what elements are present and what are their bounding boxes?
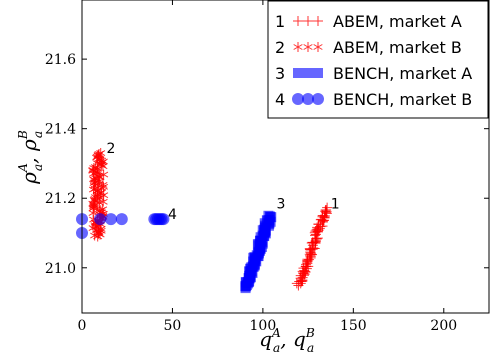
x-axis-label: qA a, qB a bbox=[259, 325, 315, 354]
series-1-point bbox=[314, 223, 325, 234]
legend: 1 ABEM, market A 2 ABEM, market B 3 BENCH, ma… bbox=[267, 0, 489, 119]
y-tick-label: 21.6 bbox=[45, 52, 76, 68]
series-1 bbox=[291, 202, 333, 291]
legend-entry-label: ABEM, market A bbox=[333, 12, 462, 31]
legend-entry-number: 2 bbox=[275, 38, 285, 57]
legend-entry: 4 BENCH, market B bbox=[275, 90, 472, 109]
legend-marker bbox=[312, 93, 324, 105]
legend-marker bbox=[293, 42, 303, 52]
legend-marker bbox=[292, 93, 304, 105]
legend-entry-label: ABEM, market B bbox=[333, 38, 462, 57]
legend-marker bbox=[303, 42, 313, 52]
series-3 bbox=[240, 210, 277, 294]
data-marks bbox=[76, 148, 333, 294]
y-axis: 21.0 21.2 21.4 21.6 bbox=[45, 52, 489, 277]
series-1-point bbox=[305, 244, 316, 255]
series-2-point bbox=[99, 169, 109, 180]
legend-entry-number: 1 bbox=[275, 12, 285, 31]
x-axis: 0 50 100 150 200 bbox=[78, 0, 457, 334]
x-tick-label: 100 bbox=[250, 318, 277, 334]
y-tick-label: 21.2 bbox=[45, 191, 76, 207]
point-annotations: 1 2 3 4 bbox=[106, 141, 339, 223]
legend-marker bbox=[302, 93, 314, 105]
legend-entry-number: 4 bbox=[275, 90, 285, 109]
legend-marker bbox=[303, 16, 313, 26]
series-1-point bbox=[322, 202, 333, 213]
annotation-label: 2 bbox=[106, 141, 115, 157]
y-axis-label: ρAa, ρBa bbox=[15, 130, 45, 185]
y-tick-label: 21.0 bbox=[45, 261, 76, 277]
series-1-point bbox=[299, 265, 310, 276]
legend-marker bbox=[293, 16, 303, 26]
x-tick-label: 50 bbox=[164, 318, 182, 334]
annotation-label: 3 bbox=[277, 197, 286, 213]
legend-entry-label: BENCH, market B bbox=[333, 90, 472, 109]
legend-entry: 1 ABEM, market A bbox=[275, 12, 462, 31]
plot-frame bbox=[81, 0, 490, 314]
series-4-point bbox=[94, 213, 107, 226]
series-4 bbox=[76, 213, 170, 240]
legend-entry: 2 ABEM, market B bbox=[275, 38, 462, 57]
legend-marker bbox=[303, 68, 313, 78]
series-4-point bbox=[157, 213, 170, 226]
legend-entry: 3 BENCH, market A bbox=[275, 64, 472, 83]
legend-marker bbox=[293, 68, 303, 78]
legend-entry-label: BENCH, market A bbox=[333, 64, 472, 83]
legend-entry-number: 3 bbox=[275, 64, 285, 83]
series-4-point bbox=[104, 213, 117, 226]
x-tick-label: 200 bbox=[430, 318, 457, 334]
legend-marker bbox=[313, 16, 323, 26]
annotation-label: 4 bbox=[168, 207, 177, 223]
y-tick-label: 21.4 bbox=[45, 122, 76, 138]
x-tick-label: 150 bbox=[340, 318, 367, 334]
x-tick-label: 0 bbox=[78, 318, 87, 334]
series-3-point bbox=[264, 211, 275, 222]
annotation-label: 1 bbox=[331, 197, 340, 213]
legend-marker bbox=[313, 42, 323, 52]
legend-marker bbox=[313, 68, 323, 78]
series-2-point bbox=[96, 148, 106, 159]
series-1-point bbox=[321, 204, 332, 215]
series-4-point bbox=[115, 213, 128, 226]
